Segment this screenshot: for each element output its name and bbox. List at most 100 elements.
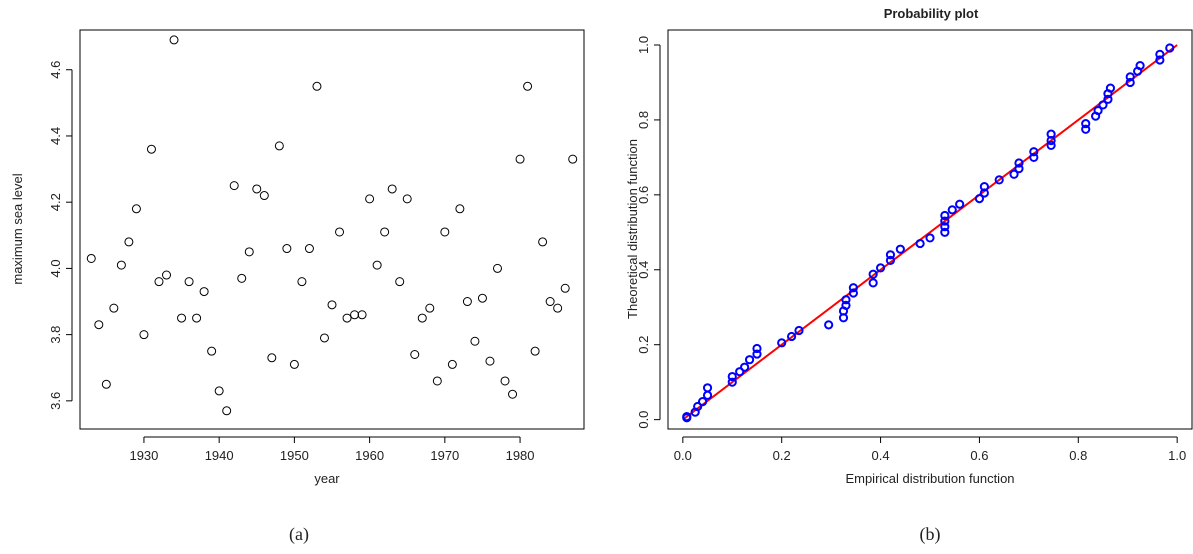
panel-b-point xyxy=(698,397,708,407)
panel-a-point xyxy=(282,244,292,254)
panel-a-y-tick-label: 3.6 xyxy=(48,392,63,410)
panel-b-point xyxy=(940,227,950,237)
panel-a-point xyxy=(410,349,420,359)
panel-a-point xyxy=(335,227,345,237)
panel-a-point xyxy=(177,313,187,323)
panel-b-plot-frame xyxy=(667,29,1193,430)
panel-b-x-tick-label: 0.8 xyxy=(1069,448,1087,463)
panel-b-x-tick-label: 0.4 xyxy=(872,448,890,463)
panel-a-sea-level-scatter: 1930 1940 1950 1960 1970 1980 3.6 3.8 4.0 4.2 4.4… xyxy=(10,29,585,545)
panel-a-point xyxy=(508,389,518,399)
panel-a-point xyxy=(455,204,465,214)
panel-a-x-axis: 1930 1940 1950 1960 1970 1980 xyxy=(129,436,535,463)
panel-b-y-tick-label: 0.2 xyxy=(636,336,651,354)
panel-a-caption: (a) xyxy=(289,524,309,545)
panel-b-point xyxy=(1155,49,1165,59)
panel-b-point xyxy=(979,182,989,192)
panel-a-point xyxy=(357,310,367,320)
panel-b-point xyxy=(1155,55,1165,65)
panel-a-point xyxy=(124,237,134,247)
panel-a-point xyxy=(432,376,442,386)
panel-a-x-tick-label: 1980 xyxy=(506,448,535,463)
panel-a-point xyxy=(154,277,164,287)
panel-b-point xyxy=(848,288,858,298)
panel-a-point xyxy=(417,313,427,323)
panel-a-y-tick-label: 4.2 xyxy=(48,193,63,211)
panel-a-point xyxy=(131,204,141,214)
panel-a-point xyxy=(560,283,570,293)
panel-b-point xyxy=(1081,124,1091,134)
panel-a-point xyxy=(402,194,412,204)
panel-a-point xyxy=(184,277,194,287)
panel-a-point xyxy=(365,194,375,204)
panel-a-y-tick-label: 4.0 xyxy=(48,259,63,277)
panel-a-point xyxy=(477,293,487,303)
panel-b-point xyxy=(752,343,762,354)
panel-b-x-tick-label: 0.6 xyxy=(970,448,988,463)
panel-b-point xyxy=(1103,94,1113,104)
panel-a-y-tick-label: 4.6 xyxy=(48,61,63,79)
panel-b-y-tick-label: 0.0 xyxy=(636,411,651,429)
panel-b-point xyxy=(940,222,950,232)
panel-a-points xyxy=(86,35,578,416)
panel-a-point xyxy=(470,336,480,346)
panel-b-point xyxy=(875,263,886,273)
panel-b-point xyxy=(885,250,896,260)
panel-b-point xyxy=(794,325,804,336)
panel-a-point xyxy=(485,356,495,366)
panel-b-point xyxy=(848,283,858,293)
panel-b-point xyxy=(1046,129,1056,139)
panel-a-point xyxy=(553,303,563,313)
panel-b-x-tick-label: 1.0 xyxy=(1168,448,1186,463)
panel-b-point xyxy=(947,205,957,215)
panel-a-point xyxy=(304,244,314,254)
panel-a-point xyxy=(214,386,224,396)
panel-b-point xyxy=(740,362,750,372)
panel-b-point xyxy=(702,383,713,393)
panel-b-y-axis: 0.0 0.2 0.4 0.6 0.8 1.0 xyxy=(636,36,661,429)
panel-a-y-tick-label: 3.8 xyxy=(48,326,63,344)
panel-a-point xyxy=(538,237,548,247)
panel-b-point xyxy=(885,255,896,266)
panel-a-point xyxy=(244,247,254,257)
panel-b-caption: (b) xyxy=(920,524,941,545)
panel-b-point xyxy=(1125,77,1135,88)
panel-a-point xyxy=(425,303,435,313)
panel-b-point xyxy=(1029,152,1039,162)
panel-b-point xyxy=(940,210,950,221)
panel-b-y-tick-label: 0.4 xyxy=(636,261,651,279)
panel-b-point xyxy=(727,377,737,387)
panel-b-point xyxy=(1135,60,1145,71)
panel-a-point xyxy=(252,184,262,194)
panel-a-y-axis: 3.6 3.8 4.0 4.2 4.4 4.6 xyxy=(48,61,73,410)
panel-b-x-tick-label: 0.2 xyxy=(773,448,791,463)
panel-a-point xyxy=(237,273,247,283)
panel-b-point xyxy=(693,401,703,412)
panel-b-title: Probability plot xyxy=(884,6,979,21)
panel-b-y-tick-label: 0.8 xyxy=(636,111,651,129)
panel-a-point xyxy=(274,141,284,151)
panel-a-point xyxy=(116,260,126,270)
panel-a-point xyxy=(350,310,360,320)
panel-a-point xyxy=(199,287,209,297)
panel-b-point xyxy=(1125,72,1135,82)
panel-a-point xyxy=(380,227,390,237)
panel-b-point xyxy=(994,175,1004,185)
panel-b-point xyxy=(1046,140,1056,150)
panel-a-point xyxy=(492,263,502,273)
panel-a-x-tick-label: 1970 xyxy=(430,448,459,463)
panel-b-point xyxy=(744,355,755,365)
panel-a-point xyxy=(545,297,555,307)
panel-a-point xyxy=(447,359,457,369)
panel-b-point xyxy=(1014,164,1024,174)
panel-a-point xyxy=(289,359,299,369)
panel-b-x-axis: 0.0 0.2 0.4 0.6 0.8 1.0 xyxy=(674,436,1186,463)
panel-a-point xyxy=(395,277,405,287)
panel-b-point xyxy=(702,390,713,400)
panel-a-point xyxy=(101,379,111,389)
panel-a-point xyxy=(222,406,232,416)
panel-a-point xyxy=(139,330,149,340)
panel-b-point xyxy=(1081,119,1091,129)
panel-b-point xyxy=(777,338,787,348)
